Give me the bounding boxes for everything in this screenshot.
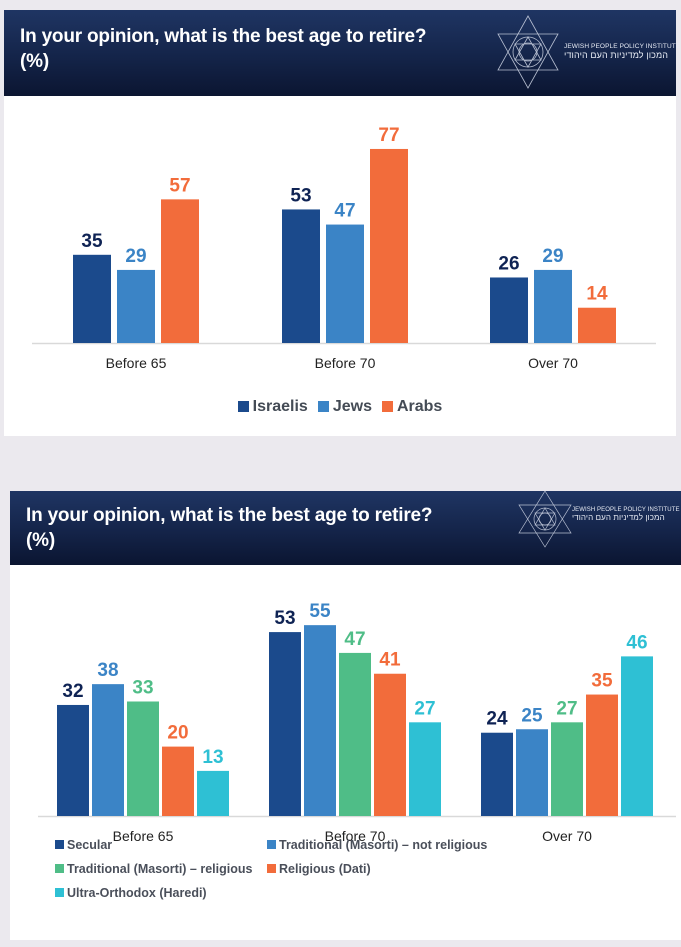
logo-name-hebrew: המכון למדיניות העם היהודי	[572, 513, 665, 522]
data-label: 41	[379, 650, 401, 671]
data-label: 14	[586, 284, 608, 305]
bar-traditional-masorti-religious-before-70	[339, 652, 371, 816]
x-tick-label: Over 70	[542, 828, 592, 844]
bar-secular-before-65	[57, 704, 89, 816]
bar-traditional-masorti-not-religious-over-70	[516, 729, 548, 816]
logo-name-english: JEWISH PEOPLE POLICY INSTITUTE	[572, 507, 680, 513]
logo-text: JEWISH PEOPLE POLICY INSTITUTE המכון למד…	[564, 42, 680, 60]
legend-swatch-icon	[55, 888, 64, 897]
bar-arabs-over-70	[578, 307, 616, 343]
data-label: 53	[274, 608, 295, 629]
bar-traditional-masorti-religious-over-70	[551, 722, 583, 816]
data-label: 35	[81, 231, 103, 252]
bar-jews-before-65	[117, 269, 155, 343]
chart-legend: Israelis Jews Arabs	[4, 398, 676, 416]
chart-title: In your opinion, what is the best age to…	[26, 503, 496, 553]
legend-item: Traditional (Masorti) – religious	[55, 862, 252, 876]
chart-title-line1: In your opinion, what is the best age to…	[20, 26, 427, 47]
logo-name-english: JEWISH PEOPLE POLICY INSTITUTE	[564, 43, 681, 50]
data-label: 29	[125, 246, 146, 267]
bar-ultra-orthodox-haredi--before-65	[197, 770, 229, 816]
x-tick-label: Before 70	[325, 828, 386, 844]
legend-swatch-icon	[267, 840, 276, 849]
logo-text: JEWISH PEOPLE POLICY INSTITUTE המכון למד…	[572, 506, 680, 522]
legend-swatch-icon	[55, 864, 64, 873]
bar-arabs-before-70	[370, 148, 408, 343]
bar-jews-over-70	[534, 269, 572, 343]
data-label: 20	[167, 723, 188, 744]
jppi-star-logo-icon	[518, 490, 572, 548]
legend-swatch-icon	[381, 401, 393, 412]
x-tick-label: Before 65	[106, 355, 167, 371]
bar-chart: 32 38 33 20 13 Before 65 53 55 47 41 27 Before 70 24…	[38, 601, 676, 844]
data-label: 77	[378, 125, 399, 146]
x-tick-label: Before 70	[315, 355, 376, 371]
legend-label: Traditional (Masorti) – religious	[67, 862, 253, 876]
legend-swatch-icon	[55, 840, 64, 849]
bar-traditional-masorti-not-religious-before-70	[304, 625, 336, 816]
x-tick-label: Over 70	[528, 355, 578, 371]
bar-israelis-over-70	[490, 277, 528, 343]
chart-panel-by-religiosity: In your opinion, what is the best age to…	[10, 490, 681, 940]
data-label: 35	[591, 671, 613, 692]
legend-swatch-icon	[237, 401, 249, 412]
bar-traditional-masorti-religious-before-65	[127, 701, 159, 816]
data-label: 57	[169, 175, 190, 196]
data-label: 47	[344, 629, 365, 650]
chart-title-line1: In your opinion, what is the best age to…	[26, 505, 433, 526]
logo-name-hebrew: המכון למדיניות העם היהודי	[564, 50, 669, 60]
data-label: 13	[202, 747, 223, 768]
legend-label: Israelis	[252, 398, 308, 415]
bar-religious-dati--before-65	[162, 746, 194, 816]
legend-item: Ultra-Orthodox (Haredi)	[55, 886, 207, 900]
chart-header: In your opinion, what is the best age to…	[4, 10, 676, 96]
bar-secular-before-70	[269, 632, 301, 816]
data-label: 27	[556, 698, 577, 719]
data-label: 46	[626, 632, 647, 653]
legend-item: Religious (Dati)	[267, 862, 371, 876]
data-label: 24	[486, 709, 508, 730]
data-label: 55	[309, 601, 331, 622]
bar-israelis-before-65	[73, 254, 111, 343]
jppi-star-logo-icon	[497, 15, 559, 89]
bar-traditional-masorti-not-religious-before-65	[92, 684, 124, 816]
bar-ultra-orthodox-haredi--over-70	[621, 656, 653, 816]
chart-title-line2: (%)	[20, 51, 49, 72]
bar-religious-dati--over-70	[586, 694, 618, 816]
legend-label: Ultra-Orthodox (Haredi)	[67, 886, 207, 900]
legend-item: Traditional (Masorti) – not religious	[267, 838, 487, 852]
legend-label: Arabs	[396, 398, 443, 415]
chart-panel-by-population: In your opinion, what is the best age to…	[4, 10, 680, 436]
legend-label: Religious (Dati)	[279, 862, 371, 876]
data-label: 26	[498, 253, 519, 274]
bar-arabs-before-65	[161, 199, 199, 343]
legend-item: Secular	[55, 838, 112, 852]
data-label: 53	[290, 185, 311, 206]
chart-title: In your opinion, what is the best age to…	[20, 24, 490, 74]
legend-label: Secular	[67, 838, 113, 852]
legend-swatch-icon	[317, 401, 329, 412]
data-label: 38	[97, 660, 118, 681]
data-label: 25	[521, 705, 543, 726]
data-label: 32	[62, 681, 83, 702]
x-tick-label: Before 65	[113, 828, 174, 844]
bar-chart: 35 29 57 Before 65 53 47 77 Before 70 26 29 14 Over…	[32, 125, 656, 371]
bar-religious-dati--before-70	[374, 673, 406, 816]
legend-label: Traditional (Masorti) – not religious	[279, 838, 488, 852]
legend-item: Israelis	[237, 398, 308, 416]
bar-secular-over-70	[481, 732, 513, 816]
data-label: 27	[414, 698, 435, 719]
bar-jews-before-70	[326, 224, 364, 343]
data-label: 29	[542, 246, 563, 267]
bar-ultra-orthodox-haredi--before-70	[409, 722, 441, 816]
data-label: 47	[334, 201, 355, 222]
chart-header: In your opinion, what is the best age to…	[10, 491, 681, 565]
bar-israelis-before-70	[282, 209, 320, 343]
legend-item: Arabs	[381, 398, 443, 416]
data-label: 33	[132, 677, 153, 698]
chart-title-line2: (%)	[26, 530, 55, 551]
legend-label: Jews	[332, 398, 372, 415]
legend-swatch-icon	[267, 864, 276, 873]
legend-item: Jews	[317, 398, 372, 416]
